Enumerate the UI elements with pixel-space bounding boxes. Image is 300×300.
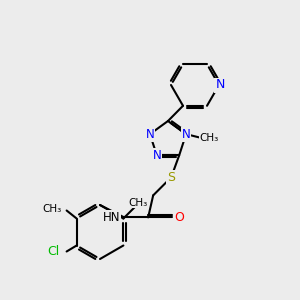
Text: CH₃: CH₃ <box>42 203 62 214</box>
Text: O: O <box>174 211 184 224</box>
Text: N: N <box>215 79 225 92</box>
Text: N: N <box>152 149 161 162</box>
Text: HN: HN <box>103 211 120 224</box>
Text: CH₃: CH₃ <box>129 197 148 208</box>
Text: N: N <box>182 128 190 141</box>
Text: Cl: Cl <box>47 245 60 258</box>
Text: N: N <box>146 128 154 141</box>
Text: S: S <box>167 171 175 184</box>
Text: CH₃: CH₃ <box>200 133 219 143</box>
